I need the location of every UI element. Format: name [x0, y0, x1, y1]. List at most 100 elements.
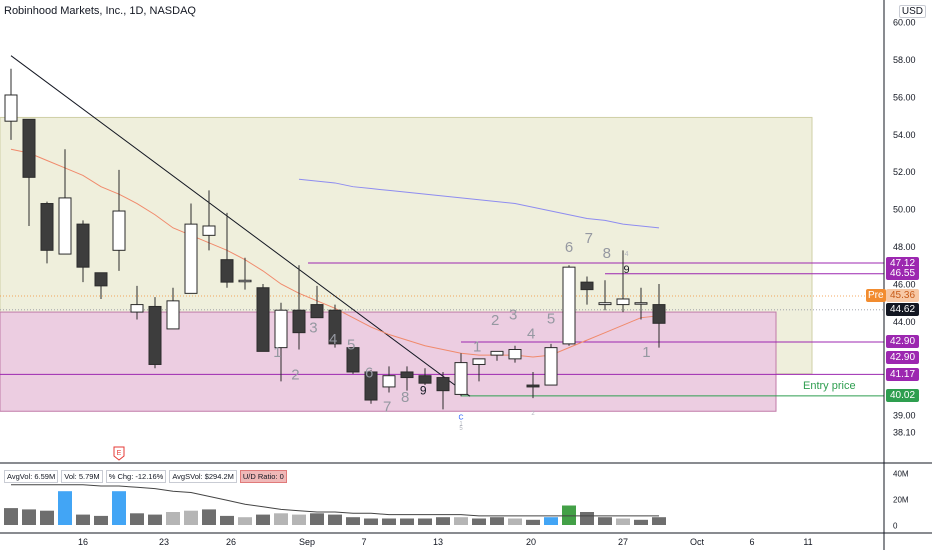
candle-body: [4, 94, 18, 122]
candle: [526, 371, 540, 399]
y-tick-label: 52.00: [893, 167, 916, 177]
candle-body: [616, 298, 630, 306]
volume-bar: [562, 505, 576, 525]
chart-title: Robinhood Markets, Inc., 1D, NASDAQ: [4, 5, 196, 17]
x-tick-label: 13: [433, 537, 443, 547]
annotation-label: 5: [547, 310, 555, 327]
candle: [418, 368, 432, 386]
volume-tick-label: 0: [893, 522, 898, 531]
candle-body: [292, 309, 306, 334]
premarket-tag: Pre: [866, 289, 886, 303]
price-label: 41.17: [886, 367, 920, 381]
y-tick-label: 38.10: [893, 427, 916, 437]
candle: [436, 371, 450, 410]
event-marker-label: E: [117, 450, 122, 457]
y-tick-label: 60.00: [893, 18, 916, 28]
price-label: 45.36: [886, 289, 920, 303]
volume-stat: % Chg: -12.16%: [105, 470, 167, 483]
y-tick-label: 50.00: [893, 205, 916, 215]
candle: [508, 345, 522, 363]
price-label: 46.55: [886, 267, 920, 281]
annotation-label: 1: [459, 421, 463, 427]
candle: [634, 287, 648, 320]
volume-bar: [598, 517, 612, 525]
annotation-label: 4: [329, 331, 337, 348]
price-label: 42.90: [886, 351, 920, 365]
candle: [328, 304, 342, 348]
candle: [580, 276, 594, 305]
candle: [346, 347, 360, 374]
x-tick-label: 6: [749, 537, 754, 547]
volume-bar: [580, 512, 594, 525]
ma-long-line: [298, 178, 660, 229]
volume-bar: [454, 517, 468, 525]
y-tick-label: 46.00: [893, 280, 916, 290]
currency-badge[interactable]: USD: [898, 5, 926, 18]
zone-lower: [0, 311, 777, 412]
annotation-label: 2: [291, 366, 299, 383]
x-tick-label: Sep: [299, 537, 315, 547]
volume-bar: [130, 513, 144, 525]
candle-body: [148, 305, 162, 365]
x-tick-label: 7: [361, 537, 366, 547]
volume-bar: [4, 508, 18, 525]
candle-body: [382, 375, 396, 388]
annotation-label: 1: [642, 344, 650, 361]
candle-body: [562, 266, 576, 345]
candle: [292, 265, 306, 350]
volume-bar: [40, 510, 54, 525]
volume-bar: [112, 491, 126, 525]
volume-bar: [490, 517, 504, 525]
candle: [184, 203, 198, 294]
annotation-label: 2: [531, 411, 535, 417]
candle-body: [634, 302, 648, 305]
y-tick-label: 58.00: [893, 55, 916, 65]
volume-bar: [292, 514, 306, 525]
volume-bar: [418, 518, 432, 525]
candle-body: [166, 300, 180, 330]
x-tick-label: 16: [78, 537, 88, 547]
volume-bar: [220, 515, 234, 525]
candle: [472, 358, 486, 382]
candle: [490, 350, 504, 361]
candle-body: [22, 118, 36, 178]
x-tick-label: 11: [803, 537, 812, 547]
candle-body: [112, 210, 126, 251]
candle: [454, 353, 468, 397]
candle: [22, 118, 36, 226]
candle: [166, 287, 180, 330]
x-tick-label: 23: [159, 537, 169, 547]
annotation-label: 4: [625, 251, 629, 258]
candle: [274, 302, 288, 382]
volume-bar: [508, 518, 522, 525]
volume-stats: AvgVol: 6.59M Vol: 5.79M% Chg: -12.16% Avg…: [4, 470, 287, 483]
volume-bar: [382, 518, 396, 525]
volume-bar: [346, 517, 360, 525]
volume-bar: [634, 519, 648, 525]
annotation-label: 6: [365, 365, 373, 382]
candle-body: [580, 281, 594, 291]
volume-bar: [58, 491, 72, 525]
volume-bar: [256, 514, 270, 525]
volume-bar: [238, 517, 252, 525]
annotation-label: 6: [565, 239, 573, 256]
candle-body: [544, 347, 558, 386]
candle-body: [418, 375, 432, 384]
annotation-label: 5: [459, 426, 463, 432]
event-marker-icon: [113, 446, 125, 461]
annotation-label: 5: [347, 337, 355, 354]
annotation-label: 7: [383, 398, 391, 415]
candle-body: [76, 223, 90, 268]
candle-body: [328, 309, 342, 345]
candle: [220, 212, 234, 288]
volume-stat: U/D Ratio: 0: [239, 470, 287, 483]
annotation-label: C: [458, 415, 463, 422]
annotation-label: 4: [527, 325, 535, 342]
candle: [382, 366, 396, 393]
candle-body: [238, 279, 252, 283]
candle-body: [256, 287, 270, 352]
volume-bar: [526, 519, 540, 525]
candle-body: [310, 304, 324, 319]
volume-bar: [544, 517, 558, 525]
